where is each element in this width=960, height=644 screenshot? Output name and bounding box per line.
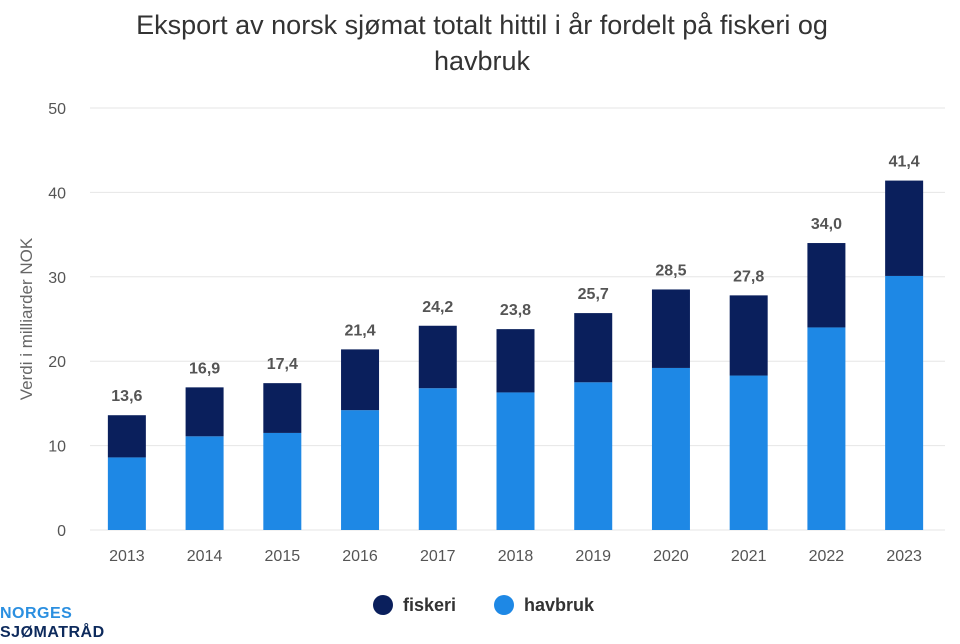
bar-havbruk-2017 [418,388,457,530]
y-tick-label: 10 [48,439,66,456]
total-label: 27,8 [733,268,764,285]
bar-havbruk-2021 [729,375,768,530]
total-label: 17,4 [267,356,298,373]
total-label: 24,2 [422,299,453,316]
y-tick-label: 50 [48,101,66,118]
norges-sjomatrad-logo: NORGES SJØMATRÅD [0,604,105,642]
bar-havbruk-2014 [185,436,224,530]
total-label: 16,9 [189,360,220,377]
y-tick-label: 20 [48,354,66,371]
x-tick-label: 2014 [187,548,223,565]
bar-fiskeri-2013 [107,415,146,458]
bar-fiskeri-2019 [574,313,613,383]
x-tick-label: 2018 [498,548,534,565]
bar-havbruk-2023 [885,275,924,530]
bar-fiskeri-2015 [263,383,302,433]
total-label: 23,8 [500,302,531,319]
logo-line-1: NORGES [0,605,73,622]
y-axis-label: Verdi i milliarder NOK [17,237,36,400]
bar-havbruk-2022 [807,327,846,530]
chart-title-line-1: Eksport av norsk sjømat totalt hittil i … [136,10,828,40]
x-axis-ticks: 2013 2014 2015 2016 2017 2018 2019 2020 2021 2022… [109,548,922,565]
x-tick-label: 2020 [653,548,689,565]
bar-fiskeri-2014 [185,387,224,437]
bars [107,180,924,530]
logo-line-2: SJØMATRÅD [0,624,105,641]
x-tick-label: 2022 [809,548,845,565]
total-label: 28,5 [655,262,686,279]
bar-fiskeri-2021 [729,295,768,376]
bar-havbruk-2020 [651,367,690,530]
bar-fiskeri-2018 [496,329,535,393]
total-label: 41,4 [889,154,920,171]
bar-havbruk-2016 [341,410,380,530]
x-tick-label: 2016 [342,548,378,565]
x-tick-label: 2017 [420,548,456,565]
x-tick-label: 2019 [575,548,611,565]
total-label: 13,6 [111,388,142,405]
x-tick-label: 2013 [109,548,145,565]
legend-label-havbruk: havbruk [524,595,595,615]
bar-havbruk-2019 [574,382,613,530]
x-tick-label: 2023 [886,548,922,565]
legend: fiskeri havbruk [373,595,595,615]
bar-havbruk-2015 [263,432,302,530]
data-labels: 13,6 16,9 17,4 21,4 24,2 23,8 25,7 28,5 27,8 34,0… [111,154,920,406]
bar-fiskeri-2023 [885,180,924,276]
y-tick-label: 30 [48,270,66,287]
bar-havbruk-2018 [496,392,535,530]
total-label: 34,0 [811,216,842,233]
bar-fiskeri-2017 [418,325,457,389]
bar-fiskeri-2022 [807,243,846,328]
chart-title-line-2: havbruk [434,46,531,76]
bar-fiskeri-2016 [341,349,380,411]
x-tick-label: 2015 [265,548,301,565]
legend-label-fiskeri: fiskeri [403,595,456,615]
legend-marker-havbruk [494,595,514,615]
y-tick-label: 40 [48,185,66,202]
bar-fiskeri-2020 [651,289,690,368]
legend-marker-fiskeri [373,595,393,615]
bar-havbruk-2013 [107,457,146,530]
x-tick-label: 2021 [731,548,767,565]
total-label: 25,7 [578,286,609,303]
y-tick-label: 0 [57,523,66,540]
y-axis-ticks: 0 10 20 30 40 50 [48,101,66,540]
total-label: 21,4 [344,322,375,339]
